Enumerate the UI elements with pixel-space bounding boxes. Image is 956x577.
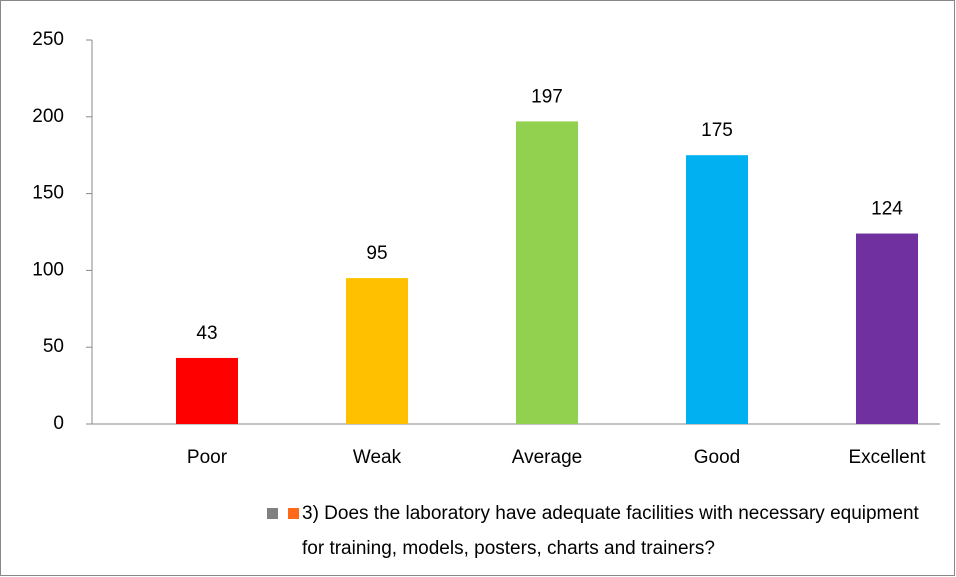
bar (346, 278, 408, 424)
data-label: 197 (531, 86, 563, 107)
y-tick-label: 50 (43, 336, 64, 357)
bar (176, 357, 238, 424)
y-tick-label: 150 (32, 183, 64, 204)
x-tick-label: Average (512, 447, 582, 468)
y-tick-label: 250 (32, 29, 64, 50)
legend-marker (288, 508, 299, 519)
bar (686, 155, 748, 424)
legend-marker (267, 508, 278, 519)
y-tick-label: 100 (32, 259, 64, 280)
y-tick-label: 0 (53, 413, 64, 434)
legend-label: 3) Does the laboratory have adequate fac… (302, 503, 919, 559)
data-label: 124 (871, 199, 903, 220)
x-tick-label: Good (694, 447, 740, 468)
x-tick-label: Excellent (848, 447, 926, 468)
data-label: 175 (701, 120, 733, 141)
data-label: 43 (196, 323, 217, 344)
x-tick-label: Weak (353, 447, 402, 468)
y-tick-label: 200 (32, 106, 64, 127)
bar (516, 121, 578, 425)
x-tick-label: Poor (187, 447, 228, 468)
bar (856, 233, 918, 424)
data-label: 95 (366, 243, 387, 264)
